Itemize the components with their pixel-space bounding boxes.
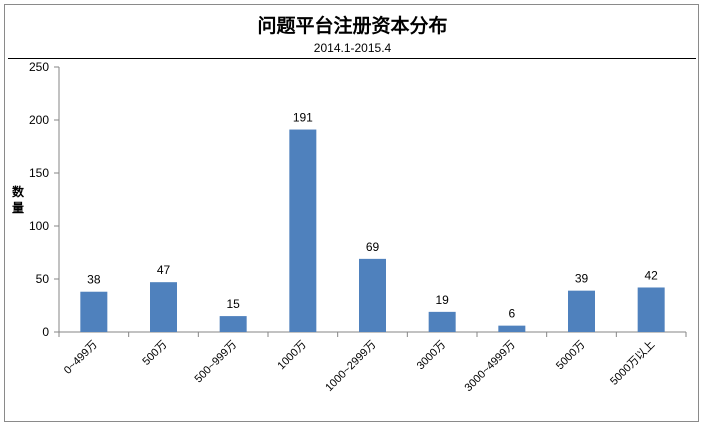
- y-tick-label: 50: [36, 272, 50, 286]
- y-tick-label: 100: [29, 219, 49, 233]
- bar-value-label: 15: [226, 297, 240, 311]
- x-tick-label: 0~499万: [62, 339, 100, 377]
- bar: [637, 287, 665, 332]
- y-tick-label: 0: [42, 325, 49, 339]
- labels: 0 50 100 150 200 250 38 0~499万 47 500万 15 500~999万 1…: [29, 60, 658, 394]
- bar: [150, 282, 177, 332]
- bar-value-label: 6: [508, 307, 515, 321]
- x-tick-label: 3000~4999万: [463, 339, 518, 394]
- y-tick-label: 200: [29, 113, 49, 127]
- bar: [498, 325, 526, 332]
- bar-value-label: 19: [435, 293, 449, 307]
- y-axis-label: 数量: [11, 185, 24, 215]
- bar: [428, 311, 456, 332]
- y-tick-label: 250: [29, 60, 49, 74]
- bar-value-label: 39: [575, 272, 589, 286]
- y-tick-label: 150: [29, 166, 49, 180]
- bar-value-label: 47: [157, 263, 171, 277]
- chart-frame: [4, 4, 699, 422]
- x-tick-label: 1000~2999万: [323, 339, 378, 394]
- bar: [80, 291, 108, 332]
- x-tick-label: 5000万: [554, 339, 588, 373]
- bar-value-label: 69: [366, 240, 380, 254]
- chart-title: 问题平台注册资本分布: [257, 15, 448, 37]
- x-tick-label: 500~999万: [193, 339, 240, 386]
- x-tick-label: 5000万以上: [607, 338, 657, 388]
- x-tick-label: 3000万: [415, 339, 449, 373]
- chart-subtitle: 2014.1-2015.4: [313, 41, 392, 55]
- bar-value-label: 42: [644, 268, 658, 282]
- bar-value-label: 191: [293, 111, 313, 125]
- x-tick-label: 500万: [140, 339, 169, 368]
- bar: [289, 129, 317, 332]
- bar: [219, 316, 247, 332]
- x-tick-label: 1000万: [275, 339, 309, 373]
- bar-value-label: 38: [87, 273, 101, 287]
- bars: [80, 129, 665, 332]
- bar: [568, 290, 595, 332]
- bar: [359, 258, 386, 332]
- title-divider: [8, 58, 696, 59]
